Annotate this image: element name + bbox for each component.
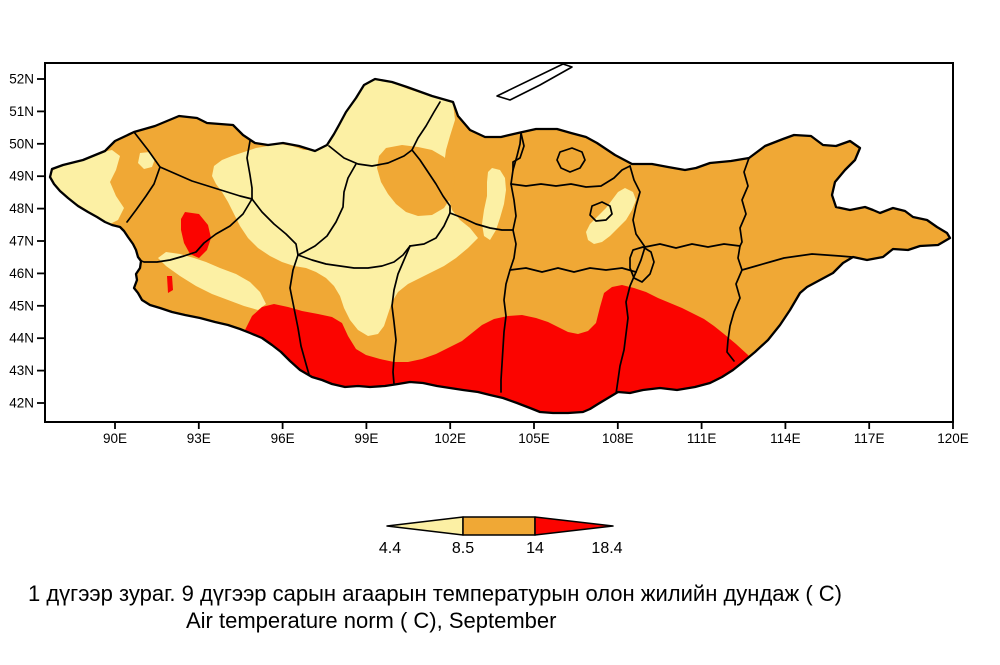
lon-tick-label: 114E bbox=[770, 431, 801, 446]
lat-tick-label: 46N bbox=[9, 266, 34, 281]
province-border bbox=[510, 165, 631, 188]
enclave-border bbox=[629, 246, 655, 283]
lon-tick-label: 96E bbox=[271, 431, 295, 446]
legend-value-label: 14 bbox=[526, 540, 544, 557]
lat-tick-label: 52N bbox=[9, 72, 34, 87]
lon-tick-label: 93E bbox=[187, 431, 211, 446]
band-low-region bbox=[482, 168, 506, 240]
caption-english: Air temperature norm ( C), September bbox=[186, 608, 557, 633]
color-legend bbox=[386, 516, 614, 536]
province-border bbox=[159, 166, 253, 200]
caption-mongolian: 1 дүгээр зураг. 9 дүгээр сарын агаарын т… bbox=[28, 581, 843, 606]
province-border bbox=[289, 254, 311, 379]
province-border bbox=[510, 132, 522, 231]
province-border bbox=[328, 145, 413, 167]
legend-band-mid bbox=[462, 516, 536, 536]
lat-tick-label: 45N bbox=[9, 298, 34, 313]
province-border bbox=[449, 212, 514, 231]
band-high-region bbox=[181, 212, 211, 258]
lon-tick-label: 105E bbox=[518, 431, 550, 446]
province-border bbox=[500, 229, 517, 393]
province-border bbox=[391, 245, 411, 385]
province-border bbox=[644, 243, 741, 249]
lake-outline bbox=[496, 63, 573, 101]
lon-tick-label: 102E bbox=[434, 431, 466, 446]
province-border bbox=[409, 212, 451, 247]
lon-tick-label: 117E bbox=[854, 431, 885, 446]
lon-tick-label: 90E bbox=[103, 431, 127, 446]
province-border bbox=[741, 253, 853, 271]
province-border bbox=[726, 157, 750, 362]
axis-ticks bbox=[37, 78, 954, 429]
legend-value-label: 4.4 bbox=[379, 540, 401, 557]
province-border bbox=[411, 149, 451, 214]
lat-tick-label: 47N bbox=[9, 234, 34, 249]
legend-value-label: 8.5 bbox=[452, 540, 474, 557]
enclave-border bbox=[556, 147, 586, 173]
province-border bbox=[629, 165, 646, 273]
enclave-border bbox=[589, 201, 613, 222]
axis-labels: 52N 51N 50N 49N 48N 47N 46N 45N 44N 43N 42N 90E 93E 9… bbox=[9, 72, 969, 447]
province-borders bbox=[126, 101, 853, 395]
lon-tick-label: 111E bbox=[687, 431, 717, 446]
province-border bbox=[615, 271, 637, 395]
lat-tick-label: 44N bbox=[9, 331, 34, 346]
province-border bbox=[126, 131, 161, 223]
lon-tick-label: 99E bbox=[354, 431, 378, 446]
plot-frame bbox=[44, 62, 954, 423]
band-low-region bbox=[212, 79, 478, 336]
band-high-region bbox=[167, 276, 173, 293]
lat-tick-label: 43N bbox=[9, 363, 34, 378]
legend-band-high bbox=[534, 516, 614, 536]
lat-tick-label: 42N bbox=[9, 396, 34, 411]
band-low-region bbox=[158, 252, 266, 310]
lat-tick-label: 50N bbox=[9, 136, 34, 151]
province-border bbox=[297, 163, 357, 256]
legend-value-label: 18.4 bbox=[591, 540, 622, 557]
province-border bbox=[251, 198, 299, 256]
province-border bbox=[509, 267, 637, 273]
province-border bbox=[138, 198, 253, 263]
lat-tick-label: 51N bbox=[9, 104, 34, 119]
province-border bbox=[246, 140, 253, 200]
legend-band-low bbox=[386, 516, 464, 536]
lat-tick-label: 48N bbox=[9, 201, 34, 216]
band-low-region bbox=[138, 152, 155, 169]
band-mid-patch bbox=[377, 145, 455, 216]
lon-tick-label: 120E bbox=[937, 431, 969, 446]
province-border bbox=[411, 101, 441, 151]
lat-tick-label: 49N bbox=[9, 169, 34, 184]
province-border bbox=[297, 245, 411, 269]
legend-labels: 4.4 8.5 14 18.4 bbox=[379, 540, 623, 557]
province-border bbox=[512, 132, 525, 171]
country-outline bbox=[48, 77, 952, 415]
band-low-region bbox=[51, 150, 124, 224]
lon-tick-label: 108E bbox=[602, 431, 634, 446]
